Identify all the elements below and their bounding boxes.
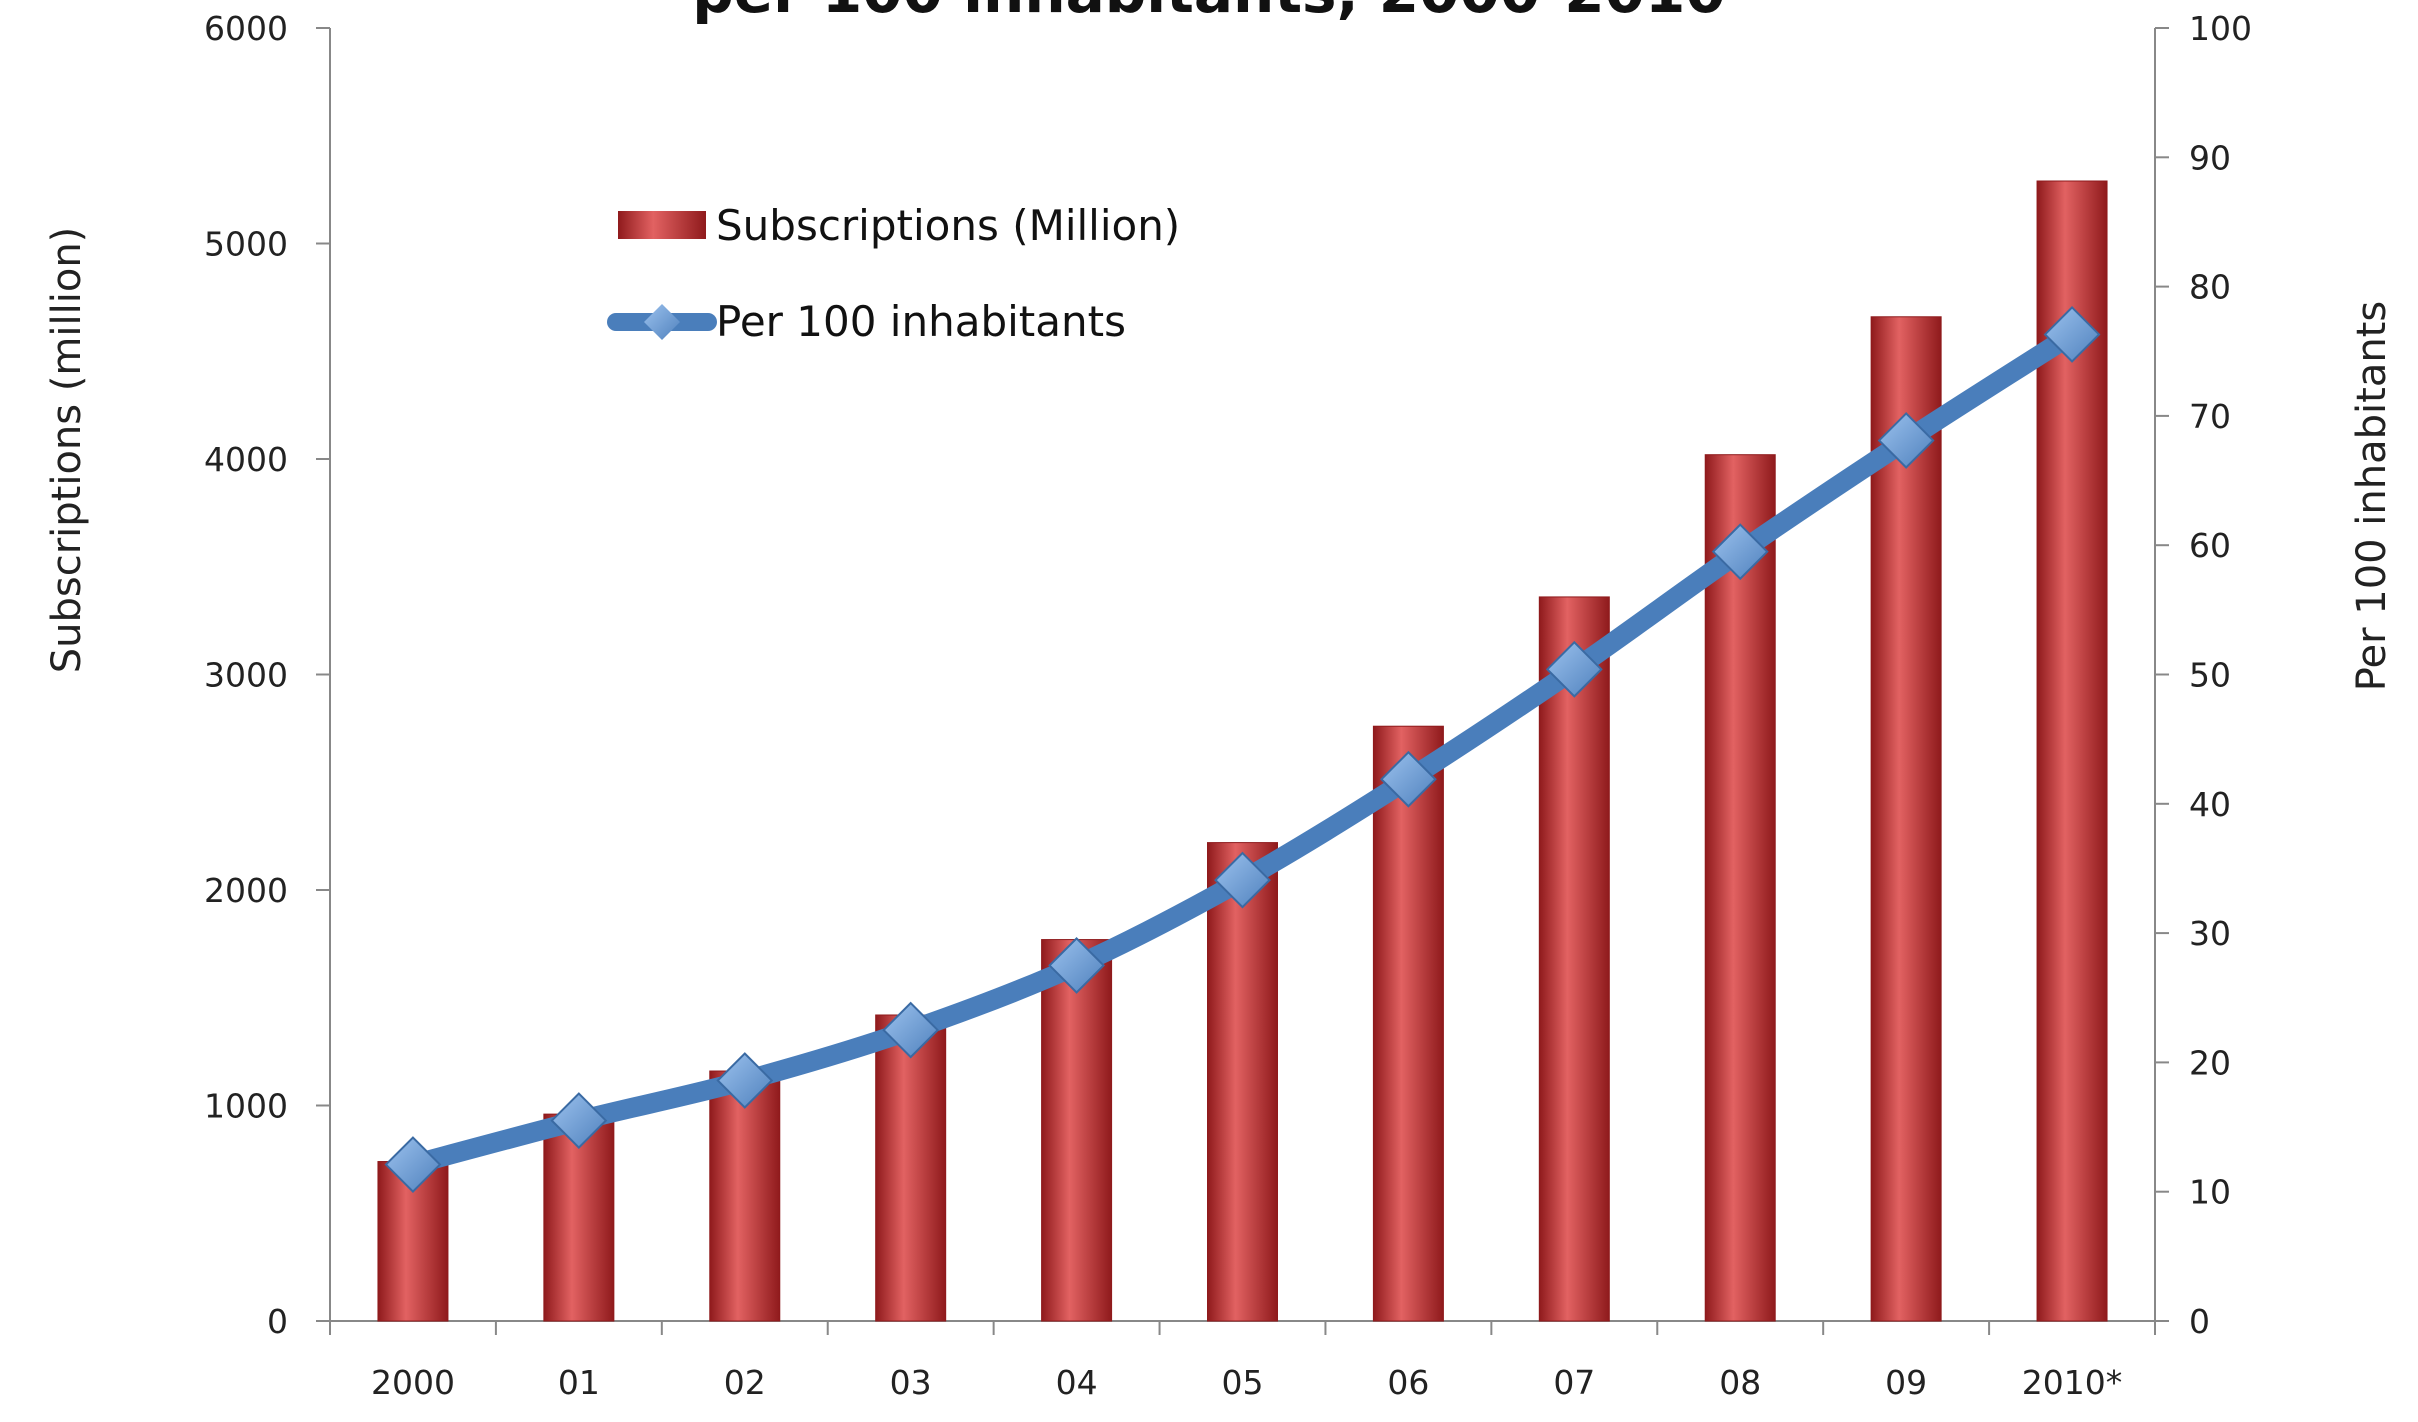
x-tick-label: 05 [1222,1363,1264,1402]
y-tick-label-left: 0 [267,1302,288,1341]
bar [875,1014,947,1322]
legend-label-subscriptions: Subscriptions (Million) [716,201,1180,250]
x-tick-label: 04 [1056,1363,1098,1402]
legend: Subscriptions (Million) Per 100 inhabita… [607,201,1180,346]
x-tick-label: 06 [1387,1363,1429,1402]
line-marker [2043,306,2101,363]
bar [1870,316,1942,1322]
line-marker [1877,412,1935,469]
legend-label-per-100: Per 100 inhabitants [716,297,1126,346]
y-tick-label-left: 6000 [204,9,288,48]
line-marker [716,1052,774,1109]
bar [1704,454,1776,1322]
x-tick-label: 02 [724,1363,766,1402]
line-series [384,306,2101,1193]
bar [1207,842,1278,1322]
x-tick-label: 07 [1553,1363,1595,1402]
y-axis-left-title: Subscriptions (million) [44,227,90,674]
chart-title: per 100 inhabitants, 2000-2010 [692,0,1725,26]
y-tick-label-left: 3000 [204,656,288,695]
legend-bar-swatch [618,211,706,239]
y-tick-label-right: 30 [2189,914,2231,953]
y-tick-label-right: 100 [2189,9,2252,48]
line-marker [384,1136,442,1193]
y-tick-label-left: 4000 [204,440,288,479]
y-tick-label-right: 40 [2189,785,2231,824]
bar [709,1070,781,1322]
y-axis-right-title: Per 100 inhabitants [2349,301,2395,691]
y-tick-label-right: 50 [2189,656,2231,695]
bar [1041,939,1113,1322]
y-tick-label-right: 90 [2189,138,2231,177]
bar-series [377,180,2108,1322]
y-tick-label-right: 0 [2189,1302,2210,1341]
bar [2036,180,2108,1322]
y-tick-label-left: 2000 [204,871,288,910]
y-tick-label-right: 20 [2189,1043,2231,1082]
x-tick-label: 2000 [371,1363,455,1402]
x-tick-label: 03 [890,1363,932,1402]
legend-marker-diamond [644,304,680,340]
line-marker [1214,851,1271,909]
line-marker [1379,750,1437,808]
line-marker [1048,937,1106,994]
bar [377,1161,449,1322]
x-tick-label: 09 [1885,1363,1927,1402]
line-marker [882,1001,940,1059]
bar [1372,725,1444,1322]
line-marker [1545,640,1603,698]
y-tick-label-right: 60 [2189,526,2231,565]
line-marker [1711,523,1769,581]
y-tick-label-right: 70 [2189,397,2231,436]
y-tick-label-left: 5000 [204,225,288,264]
x-tick-label: 2010* [2022,1363,2122,1402]
y-tick-label-right: 80 [2189,268,2231,307]
y-tick-label-left: 1000 [204,1087,288,1126]
x-tick-label: 08 [1719,1363,1761,1402]
x-tick-label: 01 [558,1363,600,1402]
line-marker [550,1092,608,1149]
tick-labels: 0100020003000400050006000010203040506070… [204,9,2252,1402]
y-tick-label-right: 10 [2189,1173,2231,1212]
bar [1538,596,1610,1322]
